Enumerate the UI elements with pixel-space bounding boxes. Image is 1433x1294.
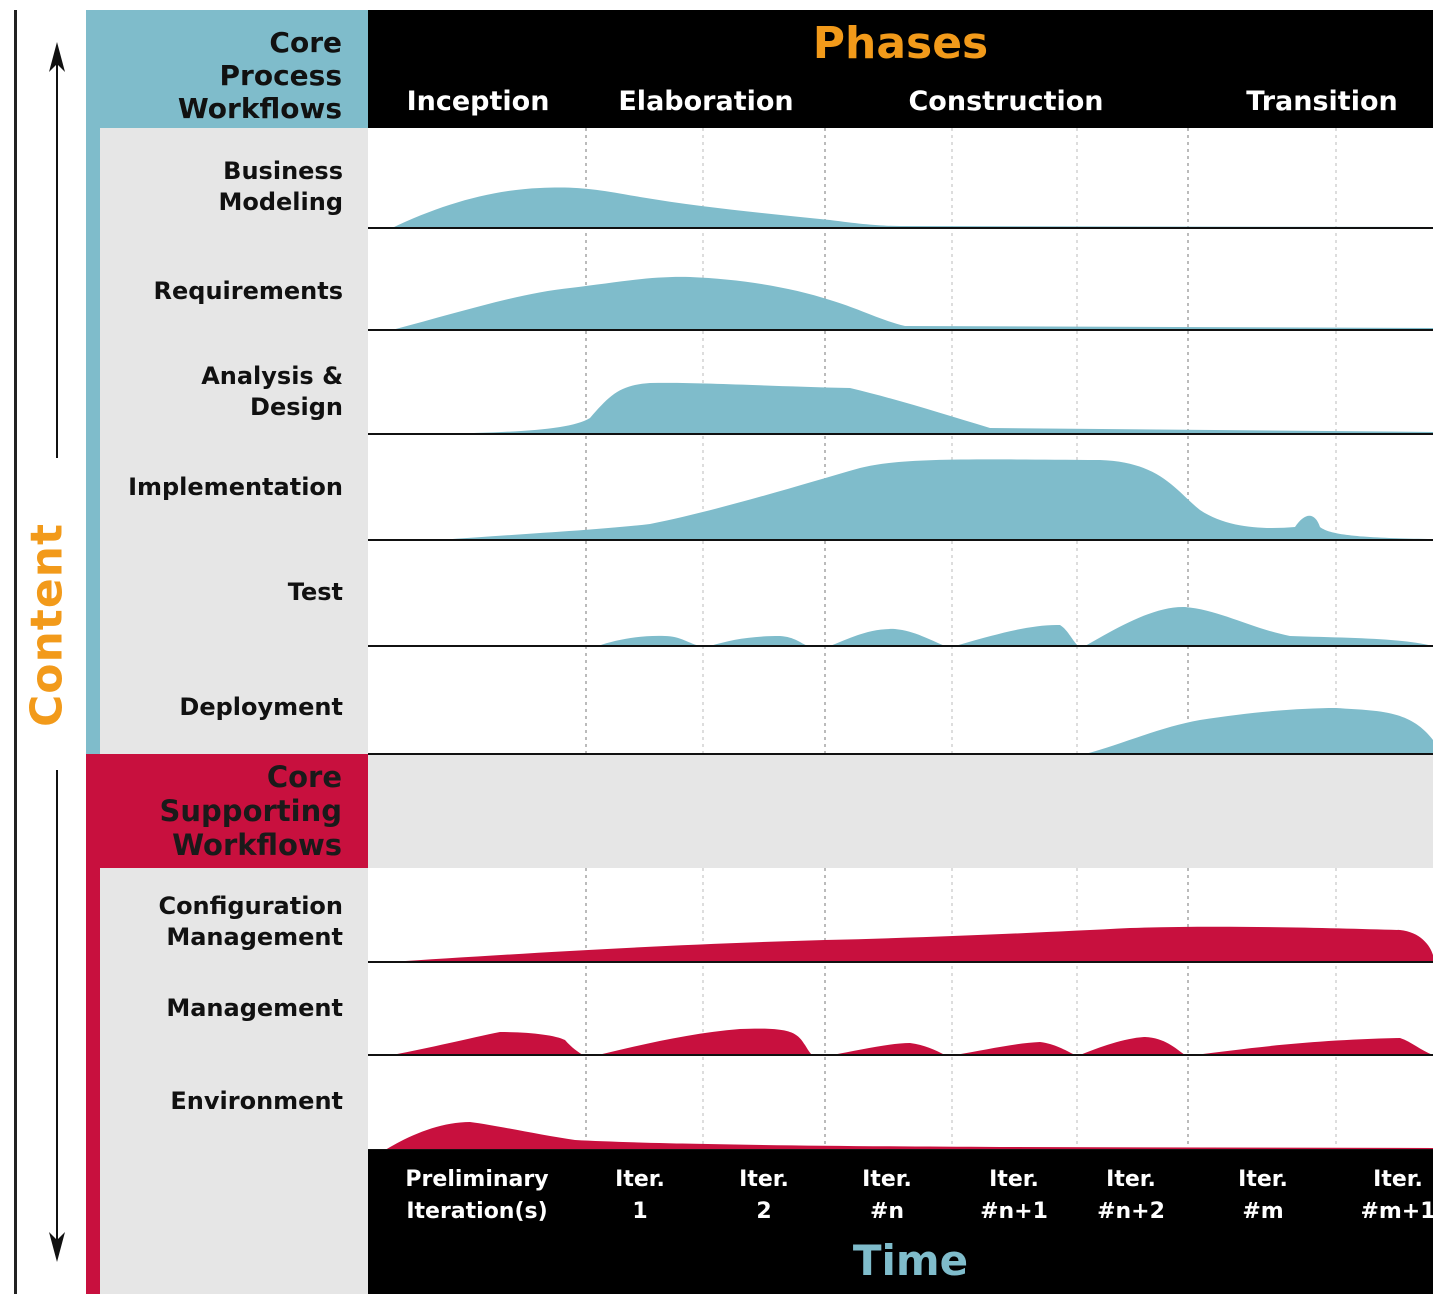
phase-construction: Construction xyxy=(908,86,1104,117)
up-arrow-icon xyxy=(49,42,65,72)
workflow-label-management: Management xyxy=(166,994,343,1022)
core-process-header: Core Process Workflows xyxy=(86,10,368,128)
management-hump-4 xyxy=(955,1042,1075,1055)
iteration-m: Iter. #m xyxy=(1238,1167,1288,1224)
supporting-label-column xyxy=(100,868,368,1294)
configuration-management-hump xyxy=(390,926,1433,962)
management-hump-2 xyxy=(598,1028,812,1055)
iteration-n-plus-1: Iter. #n+1 xyxy=(980,1167,1048,1224)
core-process-header-label: Core Process Workflows xyxy=(177,26,342,125)
test-hump-4 xyxy=(955,624,1078,646)
environment-hump xyxy=(385,1122,1433,1150)
test-hump-3 xyxy=(830,628,945,646)
iteration-1: Iter. 1 xyxy=(615,1167,665,1224)
iteration-n-plus-2: Iter. #n+2 xyxy=(1097,1167,1165,1224)
test-hump-1 xyxy=(598,635,700,646)
management-hump-3 xyxy=(832,1043,945,1055)
workflow-label-business-modeling: Business Modeling xyxy=(218,157,343,216)
workflow-label-test: Test xyxy=(287,578,343,606)
process-label-column xyxy=(100,128,368,754)
implementation-hump xyxy=(440,459,1433,540)
analysis-design-hump xyxy=(440,382,1433,434)
iteration-2: Iter. 2 xyxy=(739,1167,789,1224)
business-modeling-hump xyxy=(392,187,1433,228)
phase-elaboration: Elaboration xyxy=(618,86,794,117)
content-axis-label: Content xyxy=(21,504,73,746)
iterations-footer: Preliminary Iteration(s) Iter. 1 Iter. 2… xyxy=(368,1150,1433,1294)
supporting-header-spacer xyxy=(368,754,1433,868)
core-supporting-header-label: Core Supporting Workflows xyxy=(159,760,342,862)
management-hump-5 xyxy=(1080,1037,1185,1055)
management-hump-1 xyxy=(392,1032,583,1055)
workflow-label-deployment: Deployment xyxy=(179,693,343,721)
core-supporting-header: Core Supporting Workflows xyxy=(86,754,368,868)
workflow-label-requirements: Requirements xyxy=(153,277,344,305)
deployment-hump xyxy=(1085,708,1433,754)
workflow-label-implementation: Implementation xyxy=(128,473,343,501)
iteration-n: Iter. #n xyxy=(862,1167,912,1224)
workflow-label-analysis-design: Analysis & Design xyxy=(201,362,343,421)
time-axis-label: Time xyxy=(852,1236,969,1285)
management-hump-6 xyxy=(1195,1038,1433,1055)
workflow-label-configuration-management: Configuration Management xyxy=(158,892,343,951)
iteration-m-plus-1: Iter. #m+1 xyxy=(1360,1167,1433,1224)
process-color-band xyxy=(86,128,100,754)
test-hump-5 xyxy=(1085,606,1433,646)
supporting-color-band xyxy=(86,868,100,1294)
iteration-preliminary: Preliminary Iteration(s) xyxy=(405,1167,549,1224)
test-hump-2 xyxy=(710,636,808,646)
workflow-label-environment: Environment xyxy=(170,1087,343,1115)
requirements-hump xyxy=(392,276,1433,330)
phase-transition: Transition xyxy=(1246,86,1398,117)
phase-inception: Inception xyxy=(406,86,550,117)
phases-title: Phases xyxy=(812,18,989,69)
phases-header: Phases Inception Elaboration Constructio… xyxy=(368,10,1433,128)
down-arrow-icon xyxy=(49,1232,65,1262)
